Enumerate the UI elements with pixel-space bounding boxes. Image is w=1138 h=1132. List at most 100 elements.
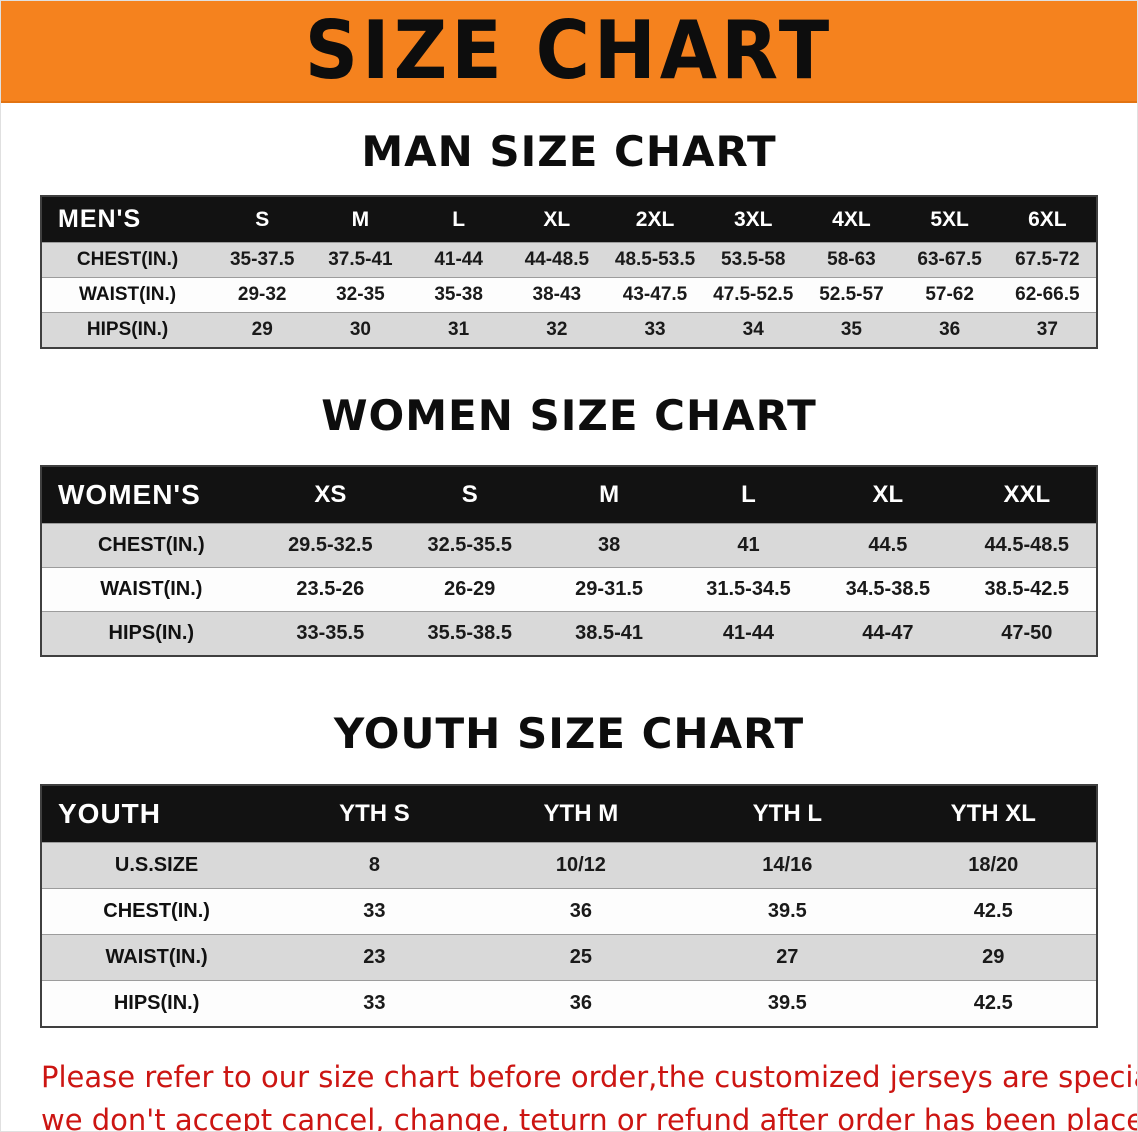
table-title-cell: MEN'S [41,196,214,243]
size-column-header: 6XL [998,196,1097,243]
size-value: 44-47 [862,622,914,645]
size-value: 47-50 [1001,622,1053,645]
size-value: 29-32 [237,284,287,306]
measurement-row: WAIST(IN.) 23 25 27 29 [41,934,1097,981]
size-value: 41-44 [722,622,775,645]
size-value: 33-35.5 [296,622,365,645]
size-value: 44.5-48.5 [984,534,1070,557]
size-value: 63-67.5 [917,249,982,271]
size-value: 34.5-38.5 [845,578,931,601]
size-column-header: XXL [957,466,1097,524]
size-value: 18/20 [968,853,1019,876]
size-value: 25 [569,945,592,968]
measurement-row: HIPS(IN.) 29 30 31 32 33 34 35 36 37 [41,312,1097,349]
row-label: U.S.SIZE [114,853,199,876]
size-value: 41 [737,534,760,557]
size-value: 44.5 [868,534,908,557]
youth-size-table: YOUTH YTH S YTH M YTH L YTH XL U.S.SIZE 8 10/12… [40,783,1098,1028]
table-title-cell: WOMEN'S [41,466,261,524]
size-column-header: YTH S [271,784,478,843]
row-label: HIPS(IN.) [113,991,200,1014]
disclaimer-line-1: Please refer to our size chart before or… [41,1059,1137,1094]
size-column-header: L [678,466,819,524]
men-size-table: MEN'S S M L XL 2XL 3XL 4XL 5XL 6XL CHEST(IN.) 35-37… [40,195,1098,350]
size-value: 37.5-41 [328,249,393,271]
size-value: 44-48.5 [524,249,590,271]
size-value: 43-47.5 [622,284,688,306]
size-value: 26-29 [444,578,496,601]
row-label: WAIST(IN.) [105,945,208,968]
size-column-header: L [409,196,508,243]
header-row: MEN'S S M L XL 2XL 3XL 4XL 5XL 6XL [41,196,1097,243]
size-value: 14/16 [762,853,813,876]
size-value: 36 [569,899,592,922]
size-value: 38-43 [532,284,582,306]
size-value: 32.5-35.5 [427,534,512,557]
measurement-row: CHEST(IN.) 29.5-32.5 32.5-35.5 38 41 44.5 44.5… [41,523,1097,568]
size-column-header: M [311,196,410,243]
row-label: HIPS(IN.) [86,319,169,341]
size-value: 23.5-26 [296,578,365,601]
size-value: 8 [368,853,380,876]
disclaimer-line-2: we don't accept cancel, change, teturn o… [41,1103,1138,1132]
size-column-header: YTH XL [890,784,1097,843]
size-value: 67.5-72 [1015,249,1080,271]
size-value: 38 [597,534,621,557]
size-value: 33 [644,319,666,341]
size-column-header: S [213,196,312,243]
banner: SIZE CHART [1,1,1137,103]
size-value: 36 [939,319,961,341]
size-value: 33 [363,991,386,1014]
header-row: YOUTH YTH S YTH M YTH L YTH XL [41,784,1097,843]
size-value: 29 [251,319,273,341]
row-label: CHEST(IN.) [76,249,179,271]
size-value: 47.5-52.5 [713,284,794,306]
measurement-row: HIPS(IN.) 33-35.5 35.5-38.5 38.5-41 41-44 44-… [41,611,1097,657]
size-value: 39.5 [767,991,807,1014]
size-value: 62-66.5 [1015,284,1080,306]
size-value: 31.5-34.5 [706,578,791,601]
size-value: 53.5-58 [721,249,786,271]
header-row: WOMEN'S XS S M L XL XXL [41,466,1097,524]
size-value: 42.5 [973,991,1013,1014]
size-value: 37 [1036,319,1058,341]
size-value: 31 [448,319,470,341]
size-value: 36 [569,991,592,1014]
size-column-header: 5XL [900,196,999,243]
size-value: 35 [840,319,862,341]
measurement-row: WAIST(IN.) 29-32 32-35 35-38 38-43 43-47.5 47.… [41,277,1097,313]
size-value: 57-62 [925,284,974,306]
measurement-row: U.S.SIZE 8 10/12 14/16 18/20 [41,842,1097,889]
size-value: 10/12 [555,853,606,876]
size-column-header: 2XL [605,196,705,243]
size-column-header: 3XL [704,196,803,243]
measurement-row: WAIST(IN.) 23.5-26 26-29 29-31.5 31.5-34.5 34… [41,567,1097,612]
size-value: 38.5-42.5 [984,578,1070,601]
size-value: 29-31.5 [575,578,644,601]
size-value: 27 [776,945,799,968]
size-column-header: XL [818,466,958,524]
size-column-header: M [539,466,679,524]
measurement-row: CHEST(IN.) 33 36 39.5 42.5 [41,888,1097,935]
size-column-header: YTH L [684,784,891,843]
size-value: 42.5 [973,899,1013,922]
table-title-cell: YOUTH [41,784,272,843]
page-title: SIZE CHART [304,4,834,98]
row-label: CHEST(IN.) [97,534,205,557]
size-value: 52.5-57 [819,284,884,306]
row-label: WAIST(IN.) [100,578,203,601]
women-size-table: WOMEN'S XS S M L XL XXL CHEST(IN.) 29.5-32.5 32.5… [40,465,1098,658]
size-value: 32-35 [336,284,385,306]
size-value: 29.5-32.5 [288,534,373,557]
size-value: 33 [363,899,386,922]
size-column-header: XS [260,466,401,524]
row-label: CHEST(IN.) [103,899,210,922]
women-size-chart-heading: WOMEN SIZE CHART [321,391,817,441]
row-label: WAIST(IN.) [79,284,177,306]
youth-size-chart-heading: YOUTH SIZE CHART [333,709,805,759]
size-value: 35-38 [434,284,483,306]
measurement-row: HIPS(IN.) 33 36 39.5 42.5 [41,980,1097,1027]
size-value: 32 [546,319,568,341]
measurement-row: CHEST(IN.) 35-37.5 37.5-41 41-44 44-48.5 48.5… [41,242,1097,278]
